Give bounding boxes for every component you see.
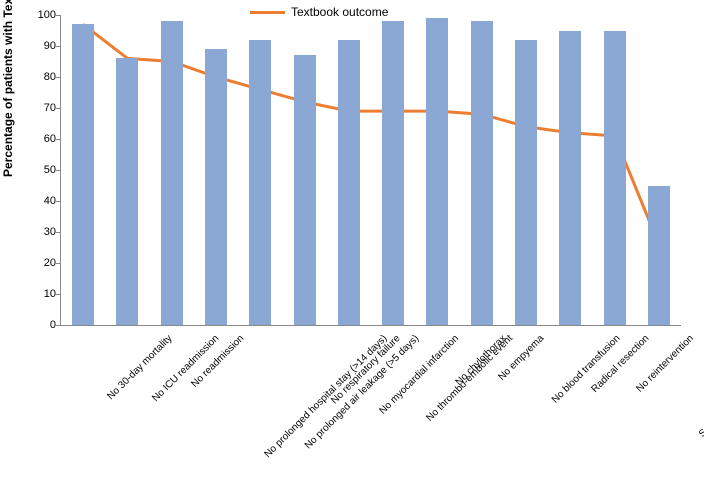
bar — [559, 31, 581, 326]
y-tick-label: 100 — [38, 9, 56, 21]
chart-container: Textbook outcome Percentage of patients … — [0, 0, 704, 500]
y-tick-mark — [56, 170, 61, 171]
legend-line-swatch — [250, 11, 285, 14]
y-tick-label: 0 — [50, 319, 56, 331]
y-tick-label: 60 — [44, 133, 56, 145]
y-tick-mark — [56, 325, 61, 326]
bar — [294, 55, 316, 325]
y-tick-mark — [56, 263, 61, 264]
bar — [161, 21, 183, 325]
line-overlay — [61, 15, 681, 325]
bar — [515, 40, 537, 325]
bar — [604, 31, 626, 326]
bar — [382, 21, 404, 325]
y-tick-label: 80 — [44, 71, 56, 83]
bar — [116, 58, 138, 325]
y-tick-label: 50 — [44, 164, 56, 176]
plot-area — [60, 15, 681, 326]
bar — [72, 24, 94, 325]
y-tick-label: 90 — [44, 40, 56, 52]
bar — [426, 18, 448, 325]
bar — [471, 21, 493, 325]
y-tick-label: 40 — [44, 195, 56, 207]
x-tick-label: Sufficient lymphnode dissection — [697, 333, 704, 440]
y-tick-mark — [56, 201, 61, 202]
bar — [648, 186, 670, 326]
y-tick-label: 30 — [44, 226, 56, 238]
y-tick-label: 10 — [44, 288, 56, 300]
y-tick-label: 20 — [44, 257, 56, 269]
bar — [249, 40, 271, 325]
y-tick-mark — [56, 46, 61, 47]
y-tick-mark — [56, 232, 61, 233]
y-tick-mark — [56, 294, 61, 295]
y-axis-label: Percentage of patients with Textbook out… — [1, 0, 15, 177]
y-tick-label: 70 — [44, 102, 56, 114]
y-tick-mark — [56, 77, 61, 78]
y-tick-mark — [56, 15, 61, 16]
y-tick-mark — [56, 108, 61, 109]
y-tick-mark — [56, 139, 61, 140]
x-tick-label: No prolonged hospital stay (>14 days) — [262, 333, 389, 460]
bar — [205, 49, 227, 325]
bar — [338, 40, 360, 325]
